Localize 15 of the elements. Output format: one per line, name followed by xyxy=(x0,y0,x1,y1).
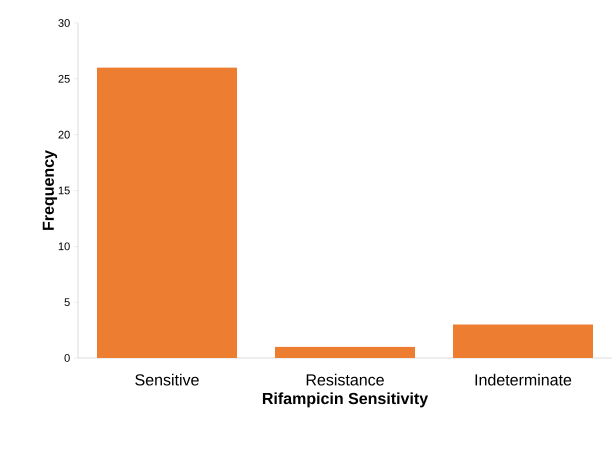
bar xyxy=(97,68,238,358)
y-tick-label: 15 xyxy=(58,186,70,194)
y-tick-label: 25 xyxy=(58,74,70,83)
bar xyxy=(275,346,416,358)
x-axis-title: Rifampicin Sensitivity xyxy=(262,392,428,408)
bar xyxy=(453,324,594,358)
y-tick-label: 30 xyxy=(58,19,70,27)
y-tick-label: 10 xyxy=(58,242,70,250)
x-tick-label: Sensitive xyxy=(135,374,199,386)
x-tick-label: Indeterminate xyxy=(476,374,572,386)
y-tick-label: 0 xyxy=(64,354,70,362)
x-tick-label: Resistance xyxy=(306,374,384,386)
y-axis-title: Frequency xyxy=(42,150,58,230)
y-tick-label: 5 xyxy=(64,298,70,306)
y-tick-label: 20 xyxy=(58,130,70,139)
